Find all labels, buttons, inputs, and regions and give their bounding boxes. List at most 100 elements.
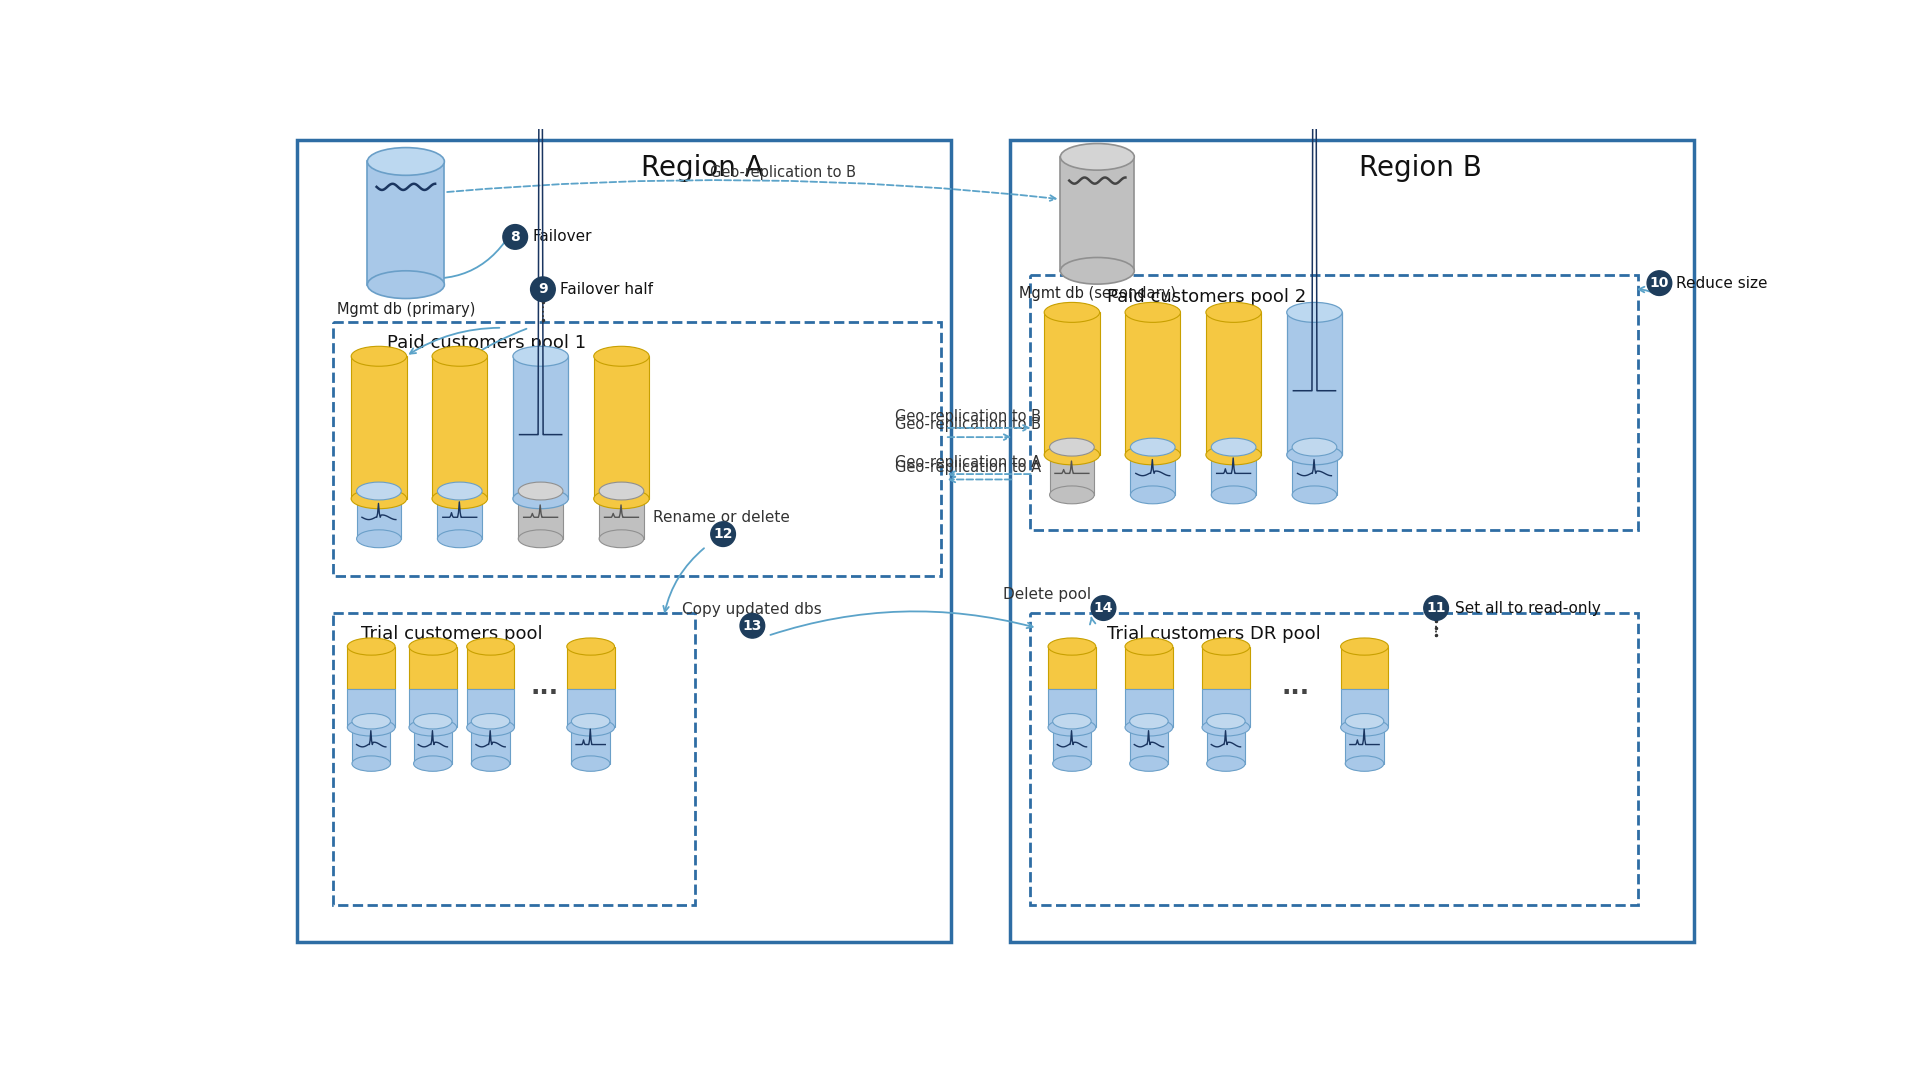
Ellipse shape <box>467 719 515 736</box>
Ellipse shape <box>436 529 482 548</box>
Bar <box>567 689 614 727</box>
Bar <box>467 689 515 727</box>
Bar <box>1047 689 1095 727</box>
Bar <box>467 647 515 689</box>
Ellipse shape <box>1206 444 1261 465</box>
Ellipse shape <box>519 482 563 500</box>
Ellipse shape <box>436 482 482 500</box>
Ellipse shape <box>1043 444 1099 465</box>
Bar <box>513 356 568 498</box>
Text: Region B: Region B <box>1359 154 1481 182</box>
Ellipse shape <box>433 346 488 366</box>
Bar <box>346 647 394 689</box>
Bar <box>599 491 643 539</box>
Text: Delete pool: Delete pool <box>1003 586 1091 601</box>
Ellipse shape <box>1286 302 1342 323</box>
Ellipse shape <box>567 719 614 736</box>
Bar <box>367 161 444 285</box>
Ellipse shape <box>1043 302 1099 323</box>
Ellipse shape <box>352 713 390 728</box>
Bar <box>1129 721 1168 764</box>
Ellipse shape <box>1129 486 1175 504</box>
Ellipse shape <box>367 271 444 298</box>
Ellipse shape <box>1047 638 1095 655</box>
Ellipse shape <box>1060 257 1133 284</box>
Bar <box>1202 647 1250 689</box>
Text: Mgmt db (secondary): Mgmt db (secondary) <box>1018 286 1175 301</box>
Ellipse shape <box>471 756 509 771</box>
Text: Geo-replication to B: Geo-replication to B <box>710 165 856 180</box>
Bar <box>1206 721 1244 764</box>
Text: Copy updated dbs: Copy updated dbs <box>681 603 821 618</box>
Bar <box>350 356 406 498</box>
Ellipse shape <box>346 719 394 736</box>
Text: Trial customers DR pool: Trial customers DR pool <box>1106 625 1321 643</box>
Ellipse shape <box>410 719 456 736</box>
Bar <box>356 491 402 539</box>
Circle shape <box>739 613 764 638</box>
Bar <box>1206 312 1261 455</box>
Ellipse shape <box>356 482 402 500</box>
Bar <box>1060 157 1133 271</box>
Bar <box>410 689 456 727</box>
Bar <box>352 721 390 764</box>
Ellipse shape <box>513 346 568 366</box>
Ellipse shape <box>513 489 568 509</box>
Ellipse shape <box>1212 486 1256 504</box>
Ellipse shape <box>433 489 488 509</box>
Bar <box>1011 140 1694 943</box>
Ellipse shape <box>1202 719 1250 736</box>
Ellipse shape <box>1124 302 1179 323</box>
Text: 9: 9 <box>538 282 547 296</box>
Bar <box>570 721 609 764</box>
Ellipse shape <box>1206 713 1244 728</box>
Ellipse shape <box>1049 438 1093 456</box>
Ellipse shape <box>1206 756 1244 771</box>
Bar <box>1292 448 1336 495</box>
Text: Paid customers pool 2: Paid customers pool 2 <box>1106 288 1305 306</box>
Circle shape <box>1646 271 1671 296</box>
Ellipse shape <box>1129 713 1168 728</box>
Text: Geo-replication to A: Geo-replication to A <box>894 455 1041 470</box>
Bar <box>346 689 394 727</box>
Bar <box>333 322 940 576</box>
Ellipse shape <box>367 147 444 175</box>
Bar <box>567 647 614 689</box>
Text: 14: 14 <box>1093 601 1112 615</box>
Bar <box>1047 647 1095 689</box>
Text: Reduce size: Reduce size <box>1675 275 1767 291</box>
Bar <box>1053 721 1091 764</box>
Text: Paid customers pool 1: Paid customers pool 1 <box>387 335 586 352</box>
Bar <box>1124 689 1171 727</box>
Circle shape <box>530 277 555 301</box>
Ellipse shape <box>1129 756 1168 771</box>
Ellipse shape <box>1292 438 1336 456</box>
Bar <box>410 647 456 689</box>
Text: Failover half: Failover half <box>559 282 653 297</box>
Ellipse shape <box>593 489 649 509</box>
Ellipse shape <box>1344 713 1384 728</box>
Text: Geo-replication to B: Geo-replication to B <box>894 417 1041 433</box>
Bar <box>1340 689 1388 727</box>
Bar <box>1202 689 1250 727</box>
Ellipse shape <box>1049 486 1093 504</box>
Text: Geo-replication to B: Geo-replication to B <box>894 409 1041 424</box>
Ellipse shape <box>346 638 394 655</box>
Ellipse shape <box>1202 638 1250 655</box>
Ellipse shape <box>1206 302 1261 323</box>
Bar <box>1124 647 1171 689</box>
Bar <box>593 356 649 498</box>
Ellipse shape <box>356 529 402 548</box>
Text: Geo-replication to A: Geo-replication to A <box>894 459 1041 475</box>
Ellipse shape <box>1129 438 1175 456</box>
Bar <box>1030 275 1636 529</box>
Bar <box>333 612 695 905</box>
Circle shape <box>710 522 735 547</box>
Ellipse shape <box>1286 444 1342 465</box>
Ellipse shape <box>1124 638 1171 655</box>
Ellipse shape <box>599 529 643 548</box>
Bar <box>1212 448 1256 495</box>
Ellipse shape <box>1340 719 1388 736</box>
Bar <box>433 356 488 498</box>
Ellipse shape <box>410 638 456 655</box>
